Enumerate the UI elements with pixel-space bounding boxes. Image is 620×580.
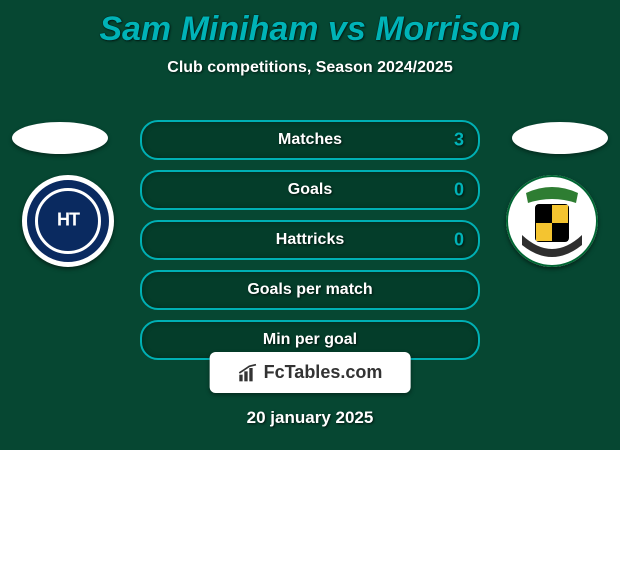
player-photo-right	[512, 122, 608, 154]
stat-value: 3	[454, 130, 464, 151]
date-text: 20 january 2025	[247, 408, 374, 428]
stat-row: Goals per match	[140, 270, 480, 310]
stat-label: Hattricks	[276, 231, 344, 249]
stat-label: Min per goal	[263, 331, 357, 349]
subtitle: Club competitions, Season 2024/2025	[0, 59, 620, 77]
brand-text: FcTables.com	[264, 362, 383, 383]
crest-left-text: HT	[57, 209, 79, 230]
chart-icon	[238, 363, 258, 383]
stat-row: Goals 0	[140, 170, 480, 210]
player-photo-left	[12, 122, 108, 154]
club-crest-right	[506, 175, 598, 267]
stat-label: Goals	[288, 181, 332, 199]
brand-badge[interactable]: FcTables.com	[210, 352, 411, 393]
stat-label: Goals per match	[247, 281, 372, 299]
page-title: Sam Miniham vs Morrison	[0, 0, 620, 49]
stat-row: Matches 3	[140, 120, 480, 160]
club-crest-left: HT	[22, 175, 114, 267]
stat-label: Matches	[278, 131, 342, 149]
stat-row: Hattricks 0	[140, 220, 480, 260]
stats-list: Matches 3 Goals 0 Hattricks 0 Goals per …	[140, 120, 480, 370]
stat-value: 0	[454, 180, 464, 201]
comparison-card: Sam Miniham vs Morrison Club competition…	[0, 0, 620, 450]
stat-value: 0	[454, 230, 464, 251]
